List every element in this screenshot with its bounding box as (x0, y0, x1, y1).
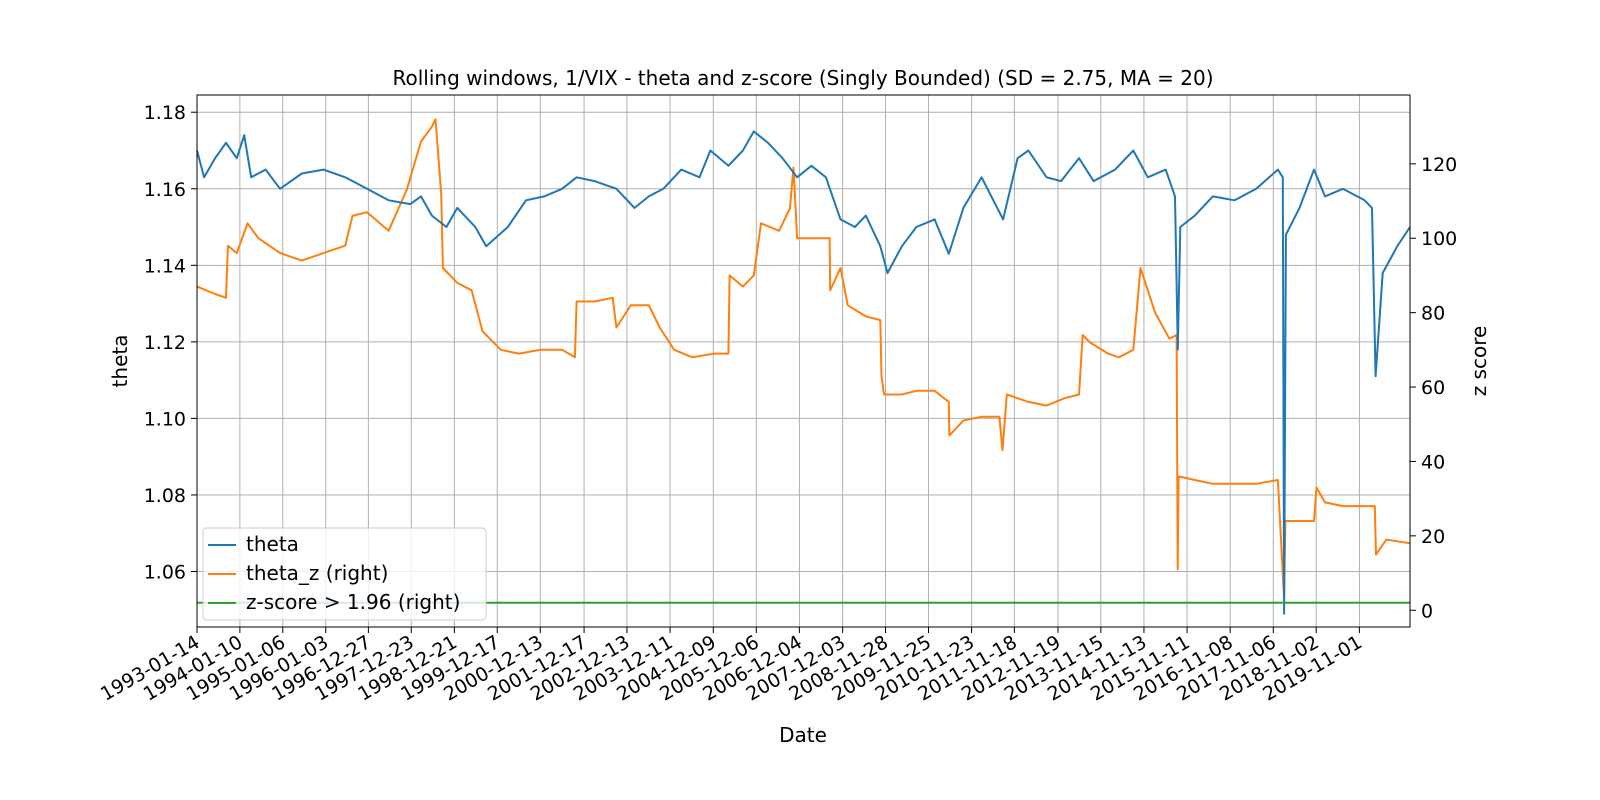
chart-title: Rolling windows, 1/VIX - theta and z-sco… (392, 66, 1213, 90)
y-tick-label-6: 1.18 (144, 102, 186, 124)
plot-frame (196, 94, 1411, 628)
series-line-1 (196, 118, 1411, 601)
y-tick-label-1: 1.08 (144, 485, 186, 507)
legend-label-theta: theta (246, 532, 299, 556)
y-ticks-left: 1.06 1.08 1.10 1.12 1.14 1.16 1.18 (144, 102, 197, 584)
legend-label-theta-z: theta_z (right) (246, 561, 388, 585)
y-tick-label-3: 1.12 (144, 332, 186, 354)
y-right-tick-label-1: 20 (1421, 526, 1445, 548)
legend-label-zscore: z-score > 1.96 (right) (246, 590, 460, 614)
y-tick-label-2: 1.10 (144, 408, 186, 430)
y-right-tick-label-2: 40 (1421, 451, 1445, 473)
grid-lines (196, 95, 1410, 627)
series-line-0 (196, 130, 1411, 615)
y-right-tick-label-4: 80 (1421, 303, 1445, 325)
y-right-tick-label-0: 0 (1421, 600, 1433, 622)
y-right-tick-label-6: 120 (1421, 154, 1457, 176)
x-axis-label: Date (779, 723, 827, 747)
legend: theta theta_z (right) z-score > 1.96 (ri… (202, 527, 487, 621)
y-ticks-right: 0 20 40 60 80 100 120 (1410, 154, 1457, 622)
y-tick-label-0: 1.06 (144, 562, 186, 584)
y-right-tick-label-5: 100 (1421, 228, 1457, 250)
legend-box (202, 527, 487, 621)
y-right-tick-label-3: 60 (1421, 377, 1445, 399)
y-tick-label-5: 1.16 (144, 179, 186, 201)
y-axis-label-right: z score (1467, 326, 1491, 397)
x-ticks: 1993-01-141994-01-101995-01-061996-01-03… (97, 627, 1366, 706)
y-axis-label-left: theta (108, 335, 132, 388)
y-tick-label-4: 1.14 (144, 255, 186, 277)
